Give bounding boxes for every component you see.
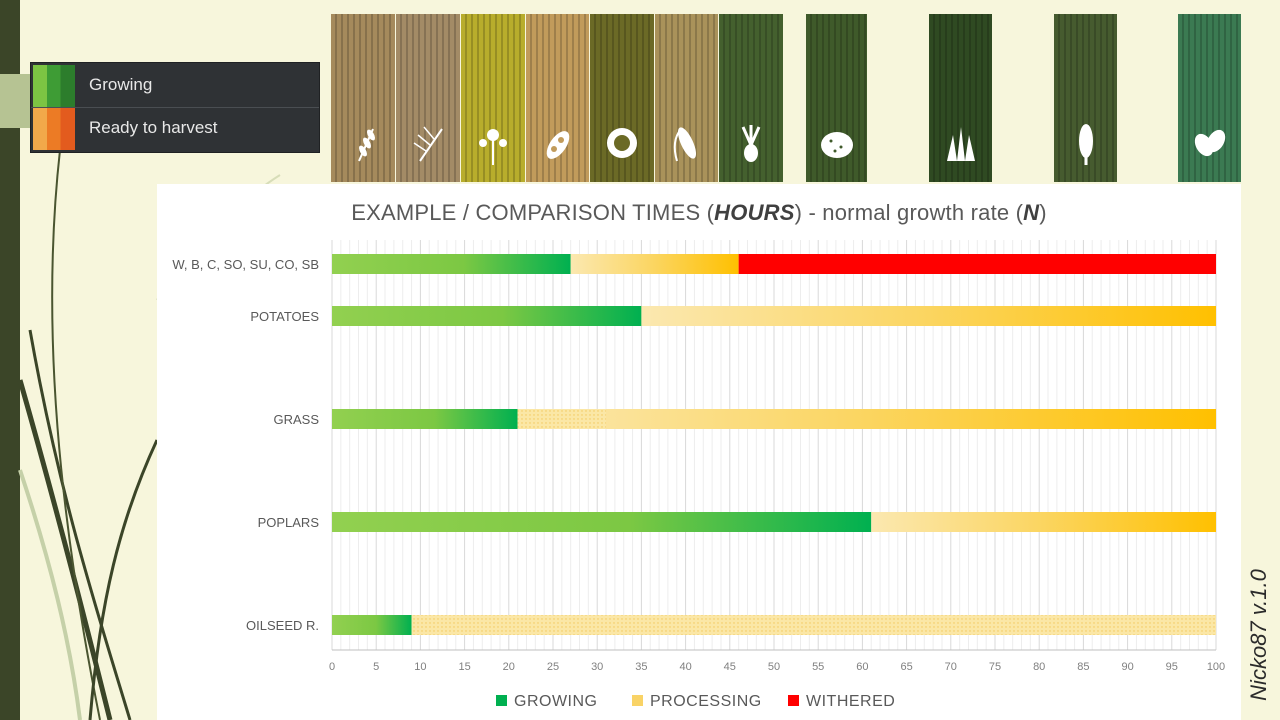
x-tick-label: 5 [373,661,379,673]
barley-icon [408,121,448,172]
legend-swatch-growing [496,695,507,706]
credit-text: Nicko87 v.1.0 [1246,569,1271,701]
x-tick-label: 25 [547,661,559,673]
sugarbeet-icon [731,121,771,172]
wheat-icon [343,121,383,172]
legend-swatch-withered [788,695,799,706]
x-tick-label: 55 [812,661,824,673]
leaf-icon [1190,121,1230,172]
chart-legend: GROWING PROCESSING WITHERED [496,693,895,710]
chart-title-part: HOURS [714,200,795,225]
bar-growing-2 [332,409,518,429]
background-left-stripe [0,0,20,720]
bar-processing-2 [517,409,1216,429]
category-label: W, B, C, SO, SU, CO, SB [172,257,319,272]
background-swoosh [17,149,281,720]
crop-tile-oilseed [1178,14,1241,182]
crop-tile-grass [929,14,992,182]
crop-tile-poplar [1054,14,1117,182]
chart-title-part: ) - normal growth rate ( [794,200,1024,225]
status-item-growing: Growing [31,65,319,107]
crop-tile-canola [461,14,525,182]
bar-processing-0 [570,254,739,274]
chart-title-part: ) [1039,200,1047,225]
x-tick-label: 80 [1033,661,1045,673]
chart-title-part: EXAMPLE / COMPARISON TIMES ( [351,200,715,225]
bar-processing-1 [641,306,1216,326]
chart: W, B, C, SO, SU, CO, SB POTATOES GRASS POPL… [172,240,1225,710]
crop-tile-soybean [526,14,589,182]
grass-icon [941,121,981,172]
x-tick-label: 85 [1077,661,1089,673]
corn-icon [667,121,707,172]
bar-processing-hatch-2 [517,409,607,429]
bar-withered-0 [738,254,1216,274]
background-block [0,74,32,128]
crop-tile-corn [655,14,718,182]
x-tick-label: 35 [635,661,647,673]
growing-swatch [33,65,75,107]
x-tick-label: 10 [414,661,426,673]
credit: Nicko87 v.1.0 [1244,560,1274,710]
x-tick-label: 65 [900,661,912,673]
ready-swatch [33,108,75,150]
x-tick-label: 15 [458,661,470,673]
bar-processing-3 [871,512,1216,532]
legend-swatch-processing [632,695,643,706]
x-tick-label: 95 [1166,661,1178,673]
chart-title: EXAMPLE / COMPARISON TIMES (HOURS) - nor… [157,200,1241,226]
status-label-growing: Growing [89,75,153,94]
x-tick-label: 0 [329,661,335,673]
crop-tile-sunflower [590,14,654,182]
x-tick-label: 45 [724,661,736,673]
canola-icon [473,121,513,172]
category-label: OILSEED R. [246,618,319,633]
gridlines [331,240,1217,650]
crop-tile-wheat [331,14,395,182]
bar-growing-4 [332,615,412,635]
sunflower-icon [602,121,642,172]
x-tick-label: 70 [945,661,957,673]
chart-title-part: N [1023,200,1040,225]
category-label: GRASS [273,412,319,427]
bar-growing-0 [332,254,571,274]
category-label: POPLARS [258,515,320,530]
status-separator [31,107,319,108]
crop-tile-potato [806,14,867,182]
status-item-ready: Ready to harvest [31,108,319,150]
bar-processing-4 [411,615,1216,635]
x-tick-label: 40 [679,661,691,673]
status-label-ready: Ready to harvest [89,118,218,137]
potato-icon [817,121,857,172]
x-tick-label: 100 [1207,661,1225,673]
x-tick-label: 75 [989,661,1001,673]
bar-growing-3 [332,512,872,532]
poplar-icon [1066,121,1106,172]
soybean-icon [538,121,578,172]
x-tick-label: 50 [768,661,780,673]
crop-tile-sugarbeet [719,14,783,182]
category-label: POTATOES [250,309,319,324]
x-tick-label: 60 [856,661,868,673]
legend-label-withered: WITHERED [806,693,895,710]
x-tick-label: 20 [503,661,515,673]
x-tick-label: 30 [591,661,603,673]
legend-label-growing: GROWING [514,693,598,710]
bar-growing-1 [332,306,642,326]
status-legend-panel: Growing Ready to harvest [30,62,320,153]
x-tick-label: 90 [1121,661,1133,673]
crop-tile-barley [396,14,460,182]
legend-label-processing: PROCESSING [650,693,762,710]
